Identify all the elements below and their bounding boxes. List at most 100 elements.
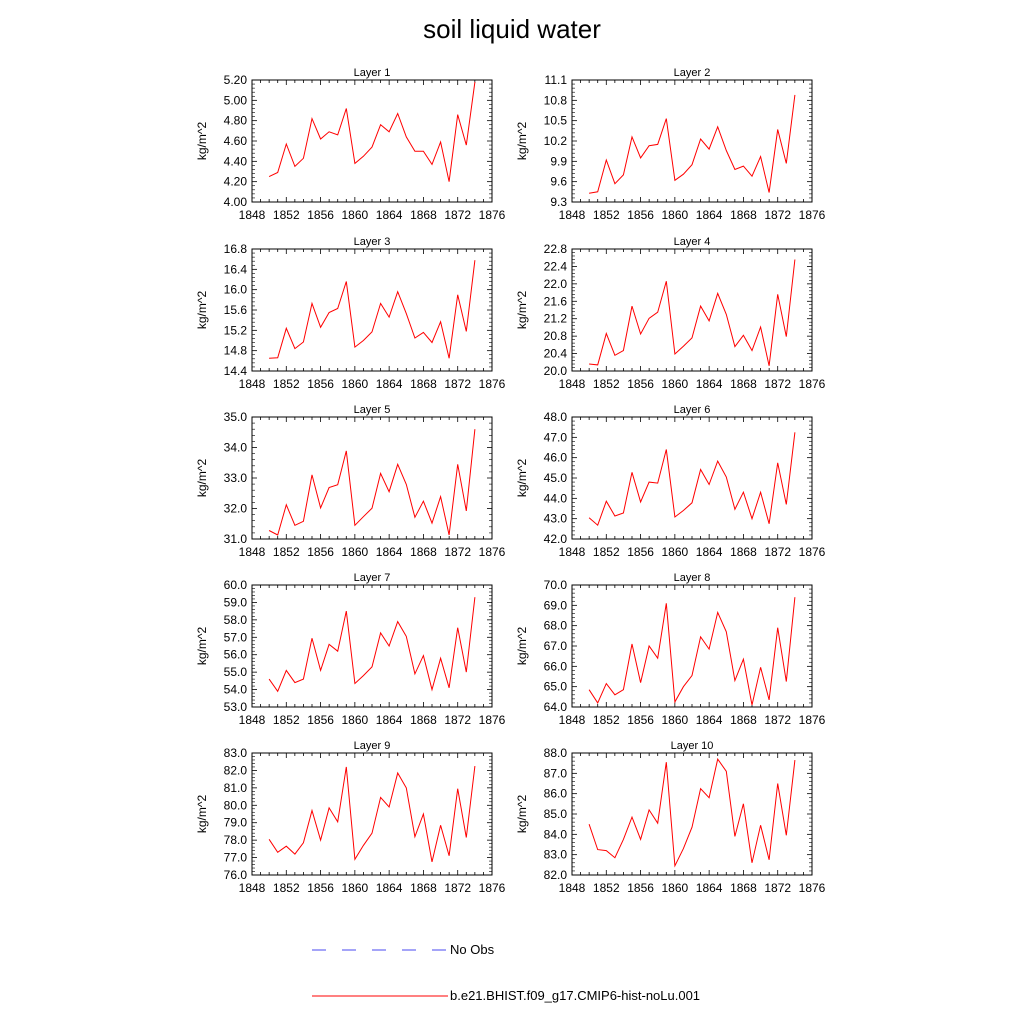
legend-label-no-obs: No Obs — [450, 942, 495, 957]
y-tick-label: 10.8 — [544, 93, 568, 107]
series-line — [268, 597, 476, 693]
panel-title: Layer 2 — [674, 67, 711, 79]
y-tick-label: 69.0 — [544, 598, 568, 612]
x-tick-label: 1864 — [696, 545, 723, 559]
x-tick-label: 1852 — [273, 377, 300, 391]
y-tick-label: 34.0 — [224, 441, 248, 455]
series-line — [269, 260, 476, 359]
y-tick-label: 22.0 — [544, 277, 568, 291]
x-tick-label: 1860 — [342, 377, 369, 391]
panel-layer-8: Layer 8 1848 1852 1856 1860 1864 1868 1872 1876 6… — [515, 572, 826, 727]
x-tick-label: 1860 — [662, 545, 689, 559]
x-tick-label: 1860 — [342, 208, 369, 222]
panel-layer-4: Layer 4 1848 1852 1856 1860 1864 1868 1872 1876 2… — [515, 236, 826, 391]
x-tick-label: 1868 — [730, 881, 757, 895]
y-tick-label: 86.0 — [544, 787, 568, 801]
x-tick-label: 1864 — [376, 881, 403, 895]
x-tick-label: 1856 — [627, 881, 654, 895]
y-tick-label: 16.0 — [224, 283, 248, 297]
series-line — [268, 766, 476, 863]
x-tick-label: 1856 — [307, 713, 334, 727]
panel-layer-1: Layer 1 1848 1852 1856 1860 1864 1868 1872 1876 4… — [195, 67, 506, 222]
y-tick-label: 5.00 — [224, 93, 248, 107]
x-tick-label: 1872 — [444, 377, 471, 391]
x-tick-label: 1848 — [239, 713, 266, 727]
y-axis-label: kg/m^2 — [515, 122, 529, 161]
x-tick-label: 1864 — [376, 713, 403, 727]
x-tick-label: 1860 — [662, 208, 689, 222]
y-tick-label: 14.8 — [224, 344, 248, 358]
y-axis-label: kg/m^2 — [195, 291, 209, 330]
y-tick-label: 88.0 — [544, 746, 568, 760]
panel-title: Layer 9 — [354, 740, 391, 752]
y-tick-label: 44.0 — [544, 491, 568, 505]
x-tick-label: 1864 — [696, 208, 723, 222]
plot-frame — [251, 584, 493, 708]
x-tick-label: 1868 — [730, 377, 757, 391]
x-tick-label: 1868 — [410, 881, 437, 895]
x-tick-label: 1856 — [627, 713, 654, 727]
x-tick-label: 1864 — [376, 377, 403, 391]
y-axis-label: kg/m^2 — [195, 122, 209, 161]
y-tick-label: 4.60 — [224, 134, 248, 148]
panel-layer-6: Layer 6 1848 1852 1856 1860 1864 1868 1872 1876 4… — [515, 404, 826, 559]
panel-title: Layer 10 — [671, 740, 714, 752]
x-tick-label: 1860 — [342, 545, 369, 559]
y-tick-label: 4.40 — [224, 154, 248, 168]
x-tick-label: 1864 — [376, 545, 403, 559]
y-tick-label: 11.1 — [545, 73, 568, 87]
y-tick-label: 43.0 — [544, 512, 568, 526]
panel-title: Layer 4 — [674, 236, 711, 248]
y-tick-label: 21.2 — [544, 312, 568, 326]
y-axis-label: kg/m^2 — [515, 795, 529, 834]
x-tick-label: 1868 — [730, 545, 757, 559]
y-tick-label: 4.00 — [224, 195, 248, 209]
x-tick-label: 1876 — [799, 881, 826, 895]
series-line — [589, 94, 796, 194]
legend-item-model-run: b.e21.BHIST.f09_g17.CMIP6-hist-noLu.001 — [0, 986, 1024, 1006]
x-tick-label: 1848 — [239, 881, 266, 895]
y-tick-label: 20.0 — [544, 364, 568, 378]
y-tick-label: 82.0 — [544, 868, 568, 882]
y-tick-label: 31.0 — [224, 532, 248, 546]
y-axis-label: kg/m^2 — [515, 291, 529, 330]
legend-label-model-run: b.e21.BHIST.f09_g17.CMIP6-hist-noLu.001 — [450, 988, 701, 1003]
x-tick-label: 1848 — [239, 545, 266, 559]
x-tick-label: 1856 — [627, 545, 654, 559]
y-tick-label: 70.0 — [544, 578, 568, 592]
y-axis-label: kg/m^2 — [515, 459, 529, 498]
y-tick-label: 9.3 — [550, 195, 567, 209]
x-tick-label: 1856 — [627, 377, 654, 391]
x-tick-label: 1876 — [479, 545, 506, 559]
y-tick-label: 33.0 — [224, 471, 248, 485]
y-tick-label: 15.6 — [224, 303, 248, 317]
y-tick-label: 65.0 — [544, 680, 568, 694]
y-tick-label: 64.0 — [544, 700, 568, 714]
y-tick-label: 20.4 — [544, 347, 568, 361]
x-tick-label: 1868 — [730, 713, 757, 727]
panel-layer-10: Layer 10 1848 1852 1856 1860 1864 1868 1872 1876… — [515, 740, 826, 895]
x-tick-label: 1860 — [662, 713, 689, 727]
y-tick-label: 46.0 — [544, 451, 568, 465]
x-tick-label: 1864 — [696, 713, 723, 727]
y-tick-label: 10.2 — [544, 134, 568, 148]
y-tick-label: 81.0 — [224, 781, 248, 795]
y-tick-label: 56.0 — [224, 648, 248, 662]
panel-layer-2: Layer 2 1848 1852 1856 1860 1864 1868 1872 1876 9… — [515, 67, 826, 222]
y-tick-label: 77.0 — [224, 851, 248, 865]
x-tick-label: 1876 — [799, 208, 826, 222]
x-tick-label: 1848 — [239, 377, 266, 391]
y-tick-label: 87.0 — [544, 766, 568, 780]
x-tick-label: 1872 — [764, 713, 791, 727]
y-axis-label: kg/m^2 — [195, 459, 209, 498]
x-tick-label: 1856 — [307, 208, 334, 222]
y-tick-label: 35.0 — [224, 410, 248, 424]
y-axis-label: kg/m^2 — [515, 627, 529, 666]
y-tick-label: 79.0 — [224, 816, 248, 830]
x-tick-label: 1852 — [593, 713, 620, 727]
y-tick-label: 47.0 — [544, 430, 568, 444]
y-tick-label: 22.8 — [544, 242, 568, 256]
panel-layer-7: Layer 7 1848 1852 1856 1860 1864 1868 1872 1876 5… — [195, 572, 506, 727]
legend-swatch-dashed — [312, 949, 448, 951]
